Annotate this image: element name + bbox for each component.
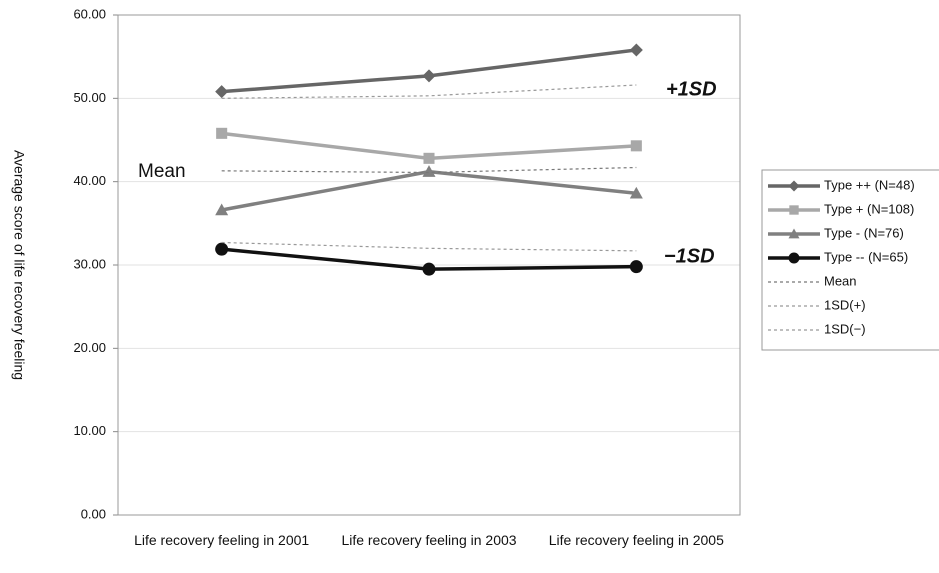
annotation: +1SD	[666, 78, 717, 100]
marker	[215, 203, 229, 216]
marker	[422, 69, 436, 83]
marker	[630, 140, 642, 152]
plot-frame	[117, 14, 741, 516]
marker	[422, 165, 436, 177]
legend-label: Type + (N=108)	[824, 201, 914, 216]
legend-label: Mean	[824, 273, 857, 288]
y-tick-label: 20.00	[73, 340, 106, 355]
y-tick-label: 60.00	[73, 6, 106, 21]
marker	[629, 260, 643, 274]
legend-label: Type -- (N=65)	[824, 249, 908, 264]
y-axis-label: Average score of life recovery feeling	[11, 150, 27, 380]
series-line	[221, 241, 637, 252]
y-tick-label: 30.00	[73, 256, 106, 271]
legend-label: 1SD(−)	[824, 321, 866, 336]
y-tick-label: 10.00	[73, 423, 106, 438]
y-tick-label: 0.00	[81, 506, 106, 521]
marker	[215, 85, 229, 99]
legend-marker	[788, 252, 800, 264]
legend-label: Type ++ (N=48)	[824, 177, 915, 192]
x-tick-label: Life recovery feeling in 2001	[134, 532, 310, 548]
y-tick-label: 40.00	[73, 173, 106, 188]
y-tick-label: 50.00	[73, 90, 106, 105]
legend-label: Type - (N=76)	[824, 225, 904, 240]
marker	[629, 186, 643, 199]
marker	[215, 242, 229, 256]
x-tick-label: Life recovery feeling in 2003	[341, 532, 517, 548]
legend-label: 1SD(+)	[824, 297, 866, 312]
legend-marker	[789, 205, 799, 215]
x-tick-label: Life recovery feeling in 2005	[548, 532, 724, 548]
annotation: Mean	[138, 161, 186, 182]
legend-marker	[788, 228, 800, 239]
series-line	[221, 169, 637, 212]
marker	[423, 152, 435, 164]
marker	[422, 262, 436, 276]
marker	[216, 127, 228, 139]
legend-marker	[788, 180, 800, 192]
annotation: −1SD	[664, 245, 715, 267]
marker	[629, 43, 643, 57]
